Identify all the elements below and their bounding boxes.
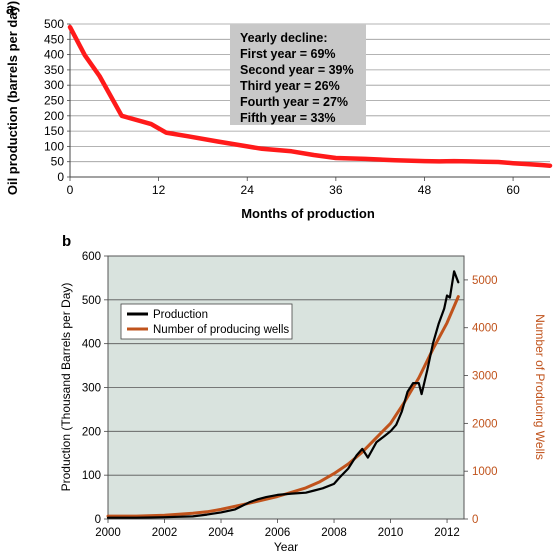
panel-a-x-axis-label: Months of production — [241, 206, 375, 221]
x-tick-label: 0 — [67, 183, 74, 197]
panel-a-series — [67, 24, 553, 168]
panel-b-y-axis-label: Production (Thousand Barrels per Day) — [59, 283, 73, 492]
panel-b-gridlines — [108, 299, 464, 476]
annotation-line: Yearly decline: — [240, 31, 328, 45]
panel-b-y-ticks: 0 100 200 300 400 500 600 — [82, 251, 108, 526]
right-y-tick-label: 0 — [472, 514, 478, 526]
panel-b-x-ticks: 2000 2002 2004 2006 2008 2010 2012 — [95, 519, 460, 539]
y-tick-label: 200 — [82, 426, 101, 438]
production-series-line — [106, 270, 460, 519]
y-tick-label: 400 — [82, 339, 101, 351]
x-tick-label: 24 — [241, 183, 255, 197]
y-tick-label: 150 — [44, 124, 64, 138]
right-y-tick-label: 5000 — [472, 275, 498, 287]
x-tick-label: 2008 — [321, 527, 347, 539]
panel-b-right-y-axis-label: Number of Producing Wells — [533, 314, 547, 460]
right-y-tick-label: 1000 — [472, 466, 498, 478]
panel-b-series — [106, 270, 460, 519]
y-tick-label: 350 — [44, 63, 64, 77]
legend: Production Number of producing wells — [120, 303, 293, 340]
y-tick-label: 0 — [95, 514, 101, 526]
wells-series-line — [106, 295, 460, 518]
y-tick-label: 200 — [44, 109, 64, 123]
x-tick-label: 2006 — [265, 527, 291, 539]
y-tick-label: 0 — [57, 170, 64, 184]
x-tick-label: 2002 — [152, 527, 178, 539]
x-tick-label: 36 — [329, 183, 343, 197]
legend-entry-production: Production — [153, 309, 208, 321]
panel-b-label: b — [62, 233, 71, 250]
annotation-line: Second year = 39% — [240, 63, 354, 77]
legend-entry-wells: Number of producing wells — [153, 324, 289, 336]
right-y-tick-label: 4000 — [472, 323, 498, 335]
y-tick-label: 500 — [44, 17, 64, 31]
y-tick-label: 50 — [51, 155, 65, 169]
x-tick-label: 60 — [506, 183, 520, 197]
panel-b-x-axis-label: Year — [274, 540, 298, 554]
annotation-line: First year = 69% — [240, 47, 336, 61]
y-tick-label: 400 — [44, 48, 64, 62]
y-tick-label: 250 — [44, 94, 64, 108]
panel-a-y-axis-label: Oil production (barrels per day) — [5, 1, 20, 195]
legend-box — [120, 303, 293, 340]
y-tick-label: 600 — [82, 251, 101, 263]
y-tick-label: 100 — [44, 139, 64, 153]
panel-a-label: a — [6, 1, 15, 18]
annotation-box: Yearly decline: First year = 69% Second … — [230, 24, 366, 125]
x-tick-label: 2004 — [208, 527, 234, 539]
annotation-line: Third year = 26% — [240, 79, 340, 93]
annotation-box-bg — [230, 24, 366, 125]
y-tick-label: 500 — [82, 295, 101, 307]
annotation-line: Fifth year = 33% — [240, 111, 336, 125]
x-tick-label: 48 — [418, 183, 432, 197]
annotation-line: Fourth year = 27% — [240, 95, 348, 109]
right-y-tick-label: 3000 — [472, 371, 498, 383]
x-tick-label: 2000 — [95, 527, 121, 539]
y-tick-label: 100 — [82, 470, 101, 482]
y-tick-label: 300 — [44, 78, 64, 92]
decline-curve — [67, 24, 553, 168]
right-y-tick-label: 2000 — [472, 418, 498, 430]
panel-a-x-ticks: 0 12 24 36 48 60 — [67, 177, 520, 197]
y-tick-label: 450 — [44, 32, 64, 46]
y-tick-label: 300 — [82, 383, 101, 395]
x-tick-label: 2012 — [434, 527, 460, 539]
x-tick-label: 2010 — [378, 527, 404, 539]
x-tick-label: 12 — [152, 183, 166, 197]
panel-b-right-y-ticks: 0 1000 2000 3000 4000 5000 — [464, 275, 498, 526]
